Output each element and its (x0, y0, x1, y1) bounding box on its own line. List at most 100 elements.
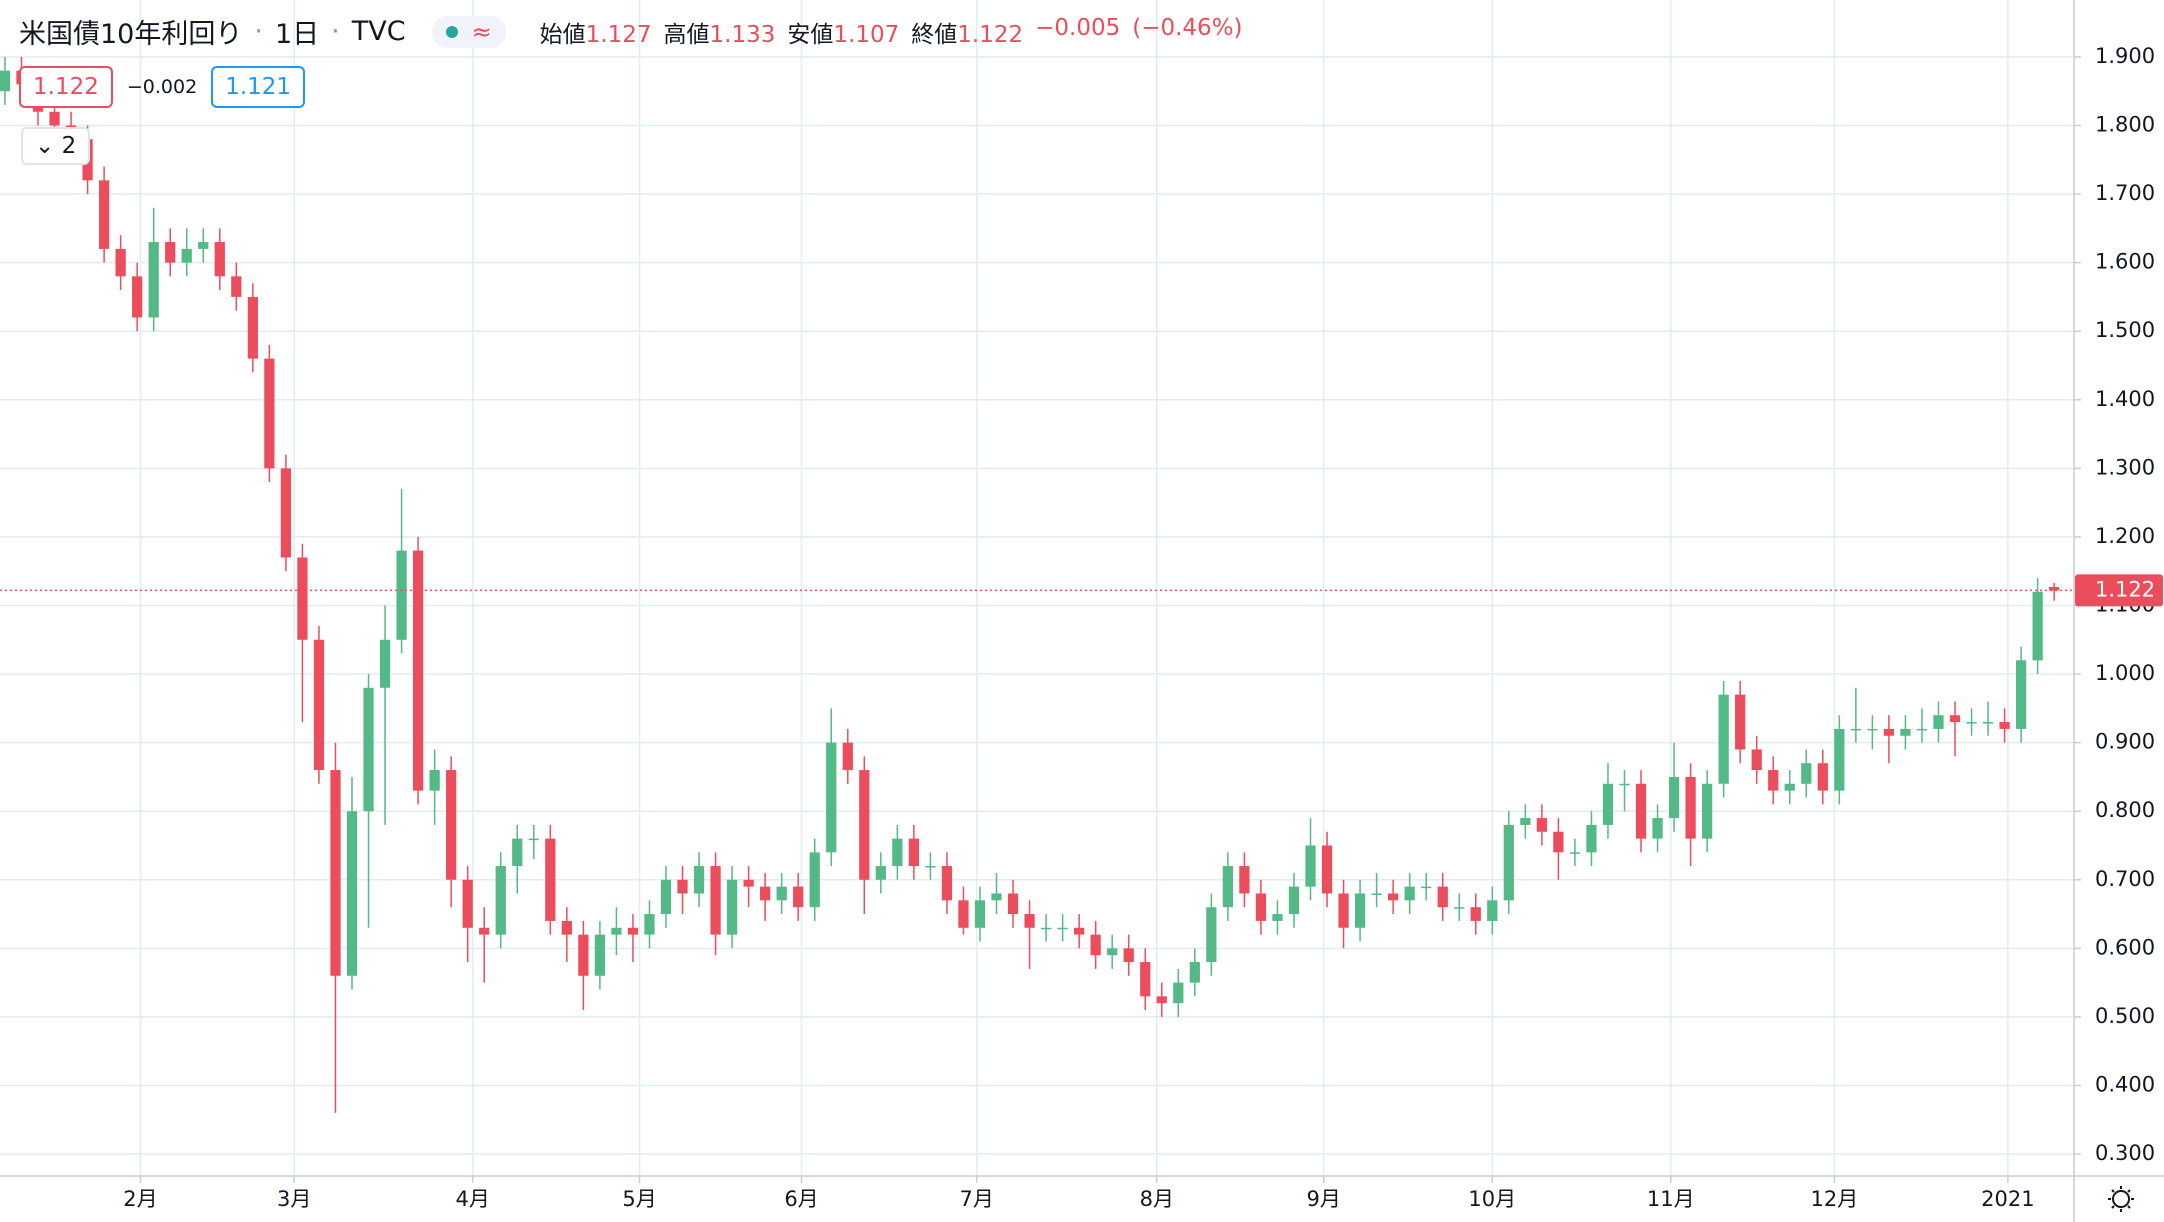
candle-body (1635, 783, 1647, 839)
axes: 0.300 0.400 0.500 0.600 0.700 0.800 0.900 1.000… (123, 44, 2163, 1211)
candle-body (132, 276, 143, 318)
x-tick-label: 10月 (1468, 1187, 1516, 1211)
candle-body (231, 276, 242, 297)
trade-buttons: 1.122 −0.002 1.121 (19, 66, 306, 108)
candle-body (479, 927, 490, 935)
candle-body (1173, 982, 1184, 1004)
candle-body (1900, 728, 1911, 736)
buy-button[interactable]: 1.121 (211, 66, 306, 108)
candle-body (264, 358, 275, 469)
candle-body (1569, 852, 1581, 854)
candle-body (1024, 914, 1035, 928)
candle-body (991, 893, 1002, 901)
candle-body (1123, 948, 1134, 963)
y-tick-label: 0.600 (2095, 935, 2155, 959)
candle-body (1949, 715, 1961, 723)
candle-body (1040, 927, 1052, 930)
candle-body (1850, 728, 1861, 731)
candle-body (892, 838, 903, 867)
candle-body (330, 770, 341, 976)
candle-body (379, 639, 391, 688)
spread: −0.002 (126, 76, 198, 98)
candle-body (0, 70, 11, 92)
x-tick-label: 4月 (455, 1187, 489, 1211)
candle-body (98, 180, 110, 249)
x-tick-label: 9月 (1307, 1187, 1341, 1211)
candle-body (1487, 900, 1498, 921)
candle-body (1503, 824, 1514, 901)
candle-body (1404, 886, 1415, 901)
candles (0, 56, 2074, 1113)
candle-body (1966, 722, 1977, 724)
candle-body (677, 879, 688, 894)
candle-body (842, 742, 853, 771)
candle-body (809, 852, 820, 908)
candle-body (1421, 886, 1432, 889)
x-tick-label: 5月 (622, 1187, 656, 1211)
candle-body (1536, 818, 1547, 832)
candle-body (1883, 728, 1895, 736)
candle-body (1371, 893, 1382, 895)
candle-body (859, 770, 870, 880)
y-tick-label: 1.400 (2095, 387, 2155, 411)
candle-body (247, 296, 258, 359)
candle-body (1107, 948, 1118, 956)
candle-body (1156, 996, 1167, 1004)
y-tick-label: 1.700 (2095, 181, 2155, 205)
settings-icon[interactable] (2108, 1186, 2134, 1212)
candle-body (1189, 962, 1200, 983)
x-tick-label: 3月 (277, 1187, 311, 1211)
sell-button[interactable]: 1.122 (19, 66, 113, 108)
candle-body (280, 468, 292, 558)
candle-body (363, 687, 374, 812)
ohlc-value: 1.122 (957, 21, 1024, 48)
y-tick-label: 1.000 (2095, 661, 2155, 685)
status-pill[interactable]: ≈ (431, 15, 506, 48)
candle-body (1784, 783, 1795, 791)
candle-body (1817, 763, 1828, 791)
candle-body (1602, 783, 1614, 825)
candle-body (1007, 893, 1019, 915)
y-tick-label: 1.200 (2095, 524, 2155, 548)
x-tick-label: 11月 (1647, 1187, 1695, 1211)
candle-body (1239, 866, 1250, 894)
candle-body (1553, 831, 1564, 853)
candle-body (941, 866, 953, 901)
candle-body (875, 866, 886, 880)
candle-body (313, 639, 325, 771)
candle-body (826, 742, 837, 853)
change: −0.005 (1035, 14, 1121, 41)
candle-body (594, 934, 606, 976)
candle-body (512, 838, 523, 867)
candle-body (1751, 749, 1762, 771)
candle-body (1338, 893, 1349, 928)
candle-body (1999, 722, 2010, 729)
y-tick-label: 0.300 (2095, 1141, 2155, 1165)
interval[interactable]: 1日 (274, 19, 320, 50)
status-icon: ≈ (471, 17, 492, 46)
candle-body (726, 879, 738, 935)
market-status-dot (445, 25, 458, 38)
candle-body (1735, 694, 1746, 750)
candle-body (181, 248, 192, 263)
candle-body (446, 770, 457, 880)
y-tick-label: 1.300 (2095, 455, 2155, 479)
symbol-title[interactable]: 米国債10年利回り (19, 19, 243, 50)
y-tick-label: 0.400 (2095, 1072, 2155, 1096)
indicators-toggle[interactable]: ⌄ 2 (21, 127, 91, 165)
ohlc-label: 始値 (539, 21, 586, 48)
candle-body (1057, 927, 1068, 930)
candle-body (693, 866, 705, 894)
candle-body (1321, 845, 1333, 894)
candle-body (1619, 783, 1630, 786)
ohlc-label: 終値 (911, 21, 958, 48)
candle-body (462, 879, 473, 928)
candle-body (2049, 586, 2060, 591)
candle-body (1222, 866, 1233, 908)
last-price-label: 1.122 (2095, 577, 2155, 601)
candle-body (429, 770, 440, 791)
candle-body (214, 242, 225, 277)
candle-body (1668, 776, 1680, 819)
ohlc-value: 1.127 (585, 21, 652, 48)
